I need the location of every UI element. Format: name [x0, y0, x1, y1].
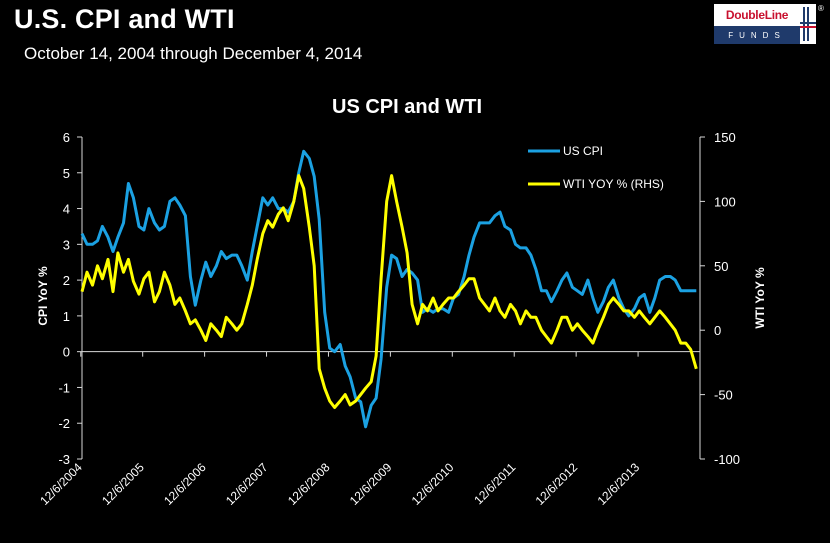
y-tick-label-left: 5 — [63, 166, 70, 181]
y-axis-label-left: CPI YoY % — [36, 266, 50, 326]
y-tick-label-right: 100 — [714, 194, 736, 209]
x-tick-label: 12/6/2007 — [223, 460, 271, 508]
y-tick-label-left: -1 — [58, 380, 70, 395]
doubleline-logo: DoubleLine FUNDS ® — [714, 4, 826, 44]
chart-title: US CPI and WTI — [332, 96, 482, 118]
x-tick-label: 12/6/2009 — [347, 460, 395, 508]
y-tick-label-right: -50 — [714, 388, 733, 403]
y-tick-label-left: -3 — [58, 452, 70, 467]
y-tick-label-left: 2 — [63, 273, 70, 288]
x-tick-label: 12/6/2010 — [409, 460, 457, 508]
series-layer — [80, 149, 698, 429]
x-tick-label: 12/6/2011 — [471, 460, 518, 507]
y-tick-label-left: -2 — [58, 416, 70, 431]
x-tick-label: 12/6/2008 — [285, 460, 333, 508]
logo-name: DoubleLine — [714, 4, 800, 26]
y-tick-label-left: 6 — [63, 130, 70, 145]
page-title: U.S. CPI and WTI — [14, 4, 235, 34]
legend: US CPI WTI YOY % (RHS) — [528, 144, 664, 191]
y-tick-label-left: 4 — [63, 202, 70, 217]
y-tick-label-left: 3 — [63, 237, 70, 252]
y-tick-label-right: 150 — [714, 130, 736, 145]
y-tick-label-right: -100 — [714, 452, 740, 467]
y-tick-label-right: 50 — [714, 259, 728, 274]
x-tick-label: 12/6/2004 — [37, 460, 85, 508]
logo-registered-mark: ® — [818, 4, 824, 13]
y-tick-label-left: 1 — [63, 309, 70, 324]
logo-tagline: FUNDS — [714, 26, 800, 44]
x-tick-label: 12/6/2006 — [161, 460, 209, 508]
page-subtitle: October 14, 2004 through December 4, 201… — [24, 44, 363, 63]
y-tick-label-right: 0 — [714, 323, 721, 338]
x-tick-label: 12/6/2005 — [99, 460, 147, 508]
x-tick-label: 12/6/2013 — [595, 460, 643, 508]
logo-mark-icon — [800, 4, 816, 44]
x-tick-label: 12/6/2012 — [533, 460, 581, 508]
legend-label: WTI YOY % (RHS) — [563, 177, 664, 191]
y-axis-label-right: WTI YoY % — [753, 267, 767, 329]
wti-series-line — [80, 174, 698, 409]
y-tick-label-left: 0 — [63, 345, 70, 360]
cpi-series-line — [80, 149, 697, 429]
legend-label: US CPI — [563, 144, 603, 158]
